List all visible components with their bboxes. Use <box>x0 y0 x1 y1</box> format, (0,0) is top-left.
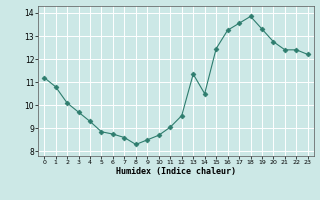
X-axis label: Humidex (Indice chaleur): Humidex (Indice chaleur) <box>116 167 236 176</box>
